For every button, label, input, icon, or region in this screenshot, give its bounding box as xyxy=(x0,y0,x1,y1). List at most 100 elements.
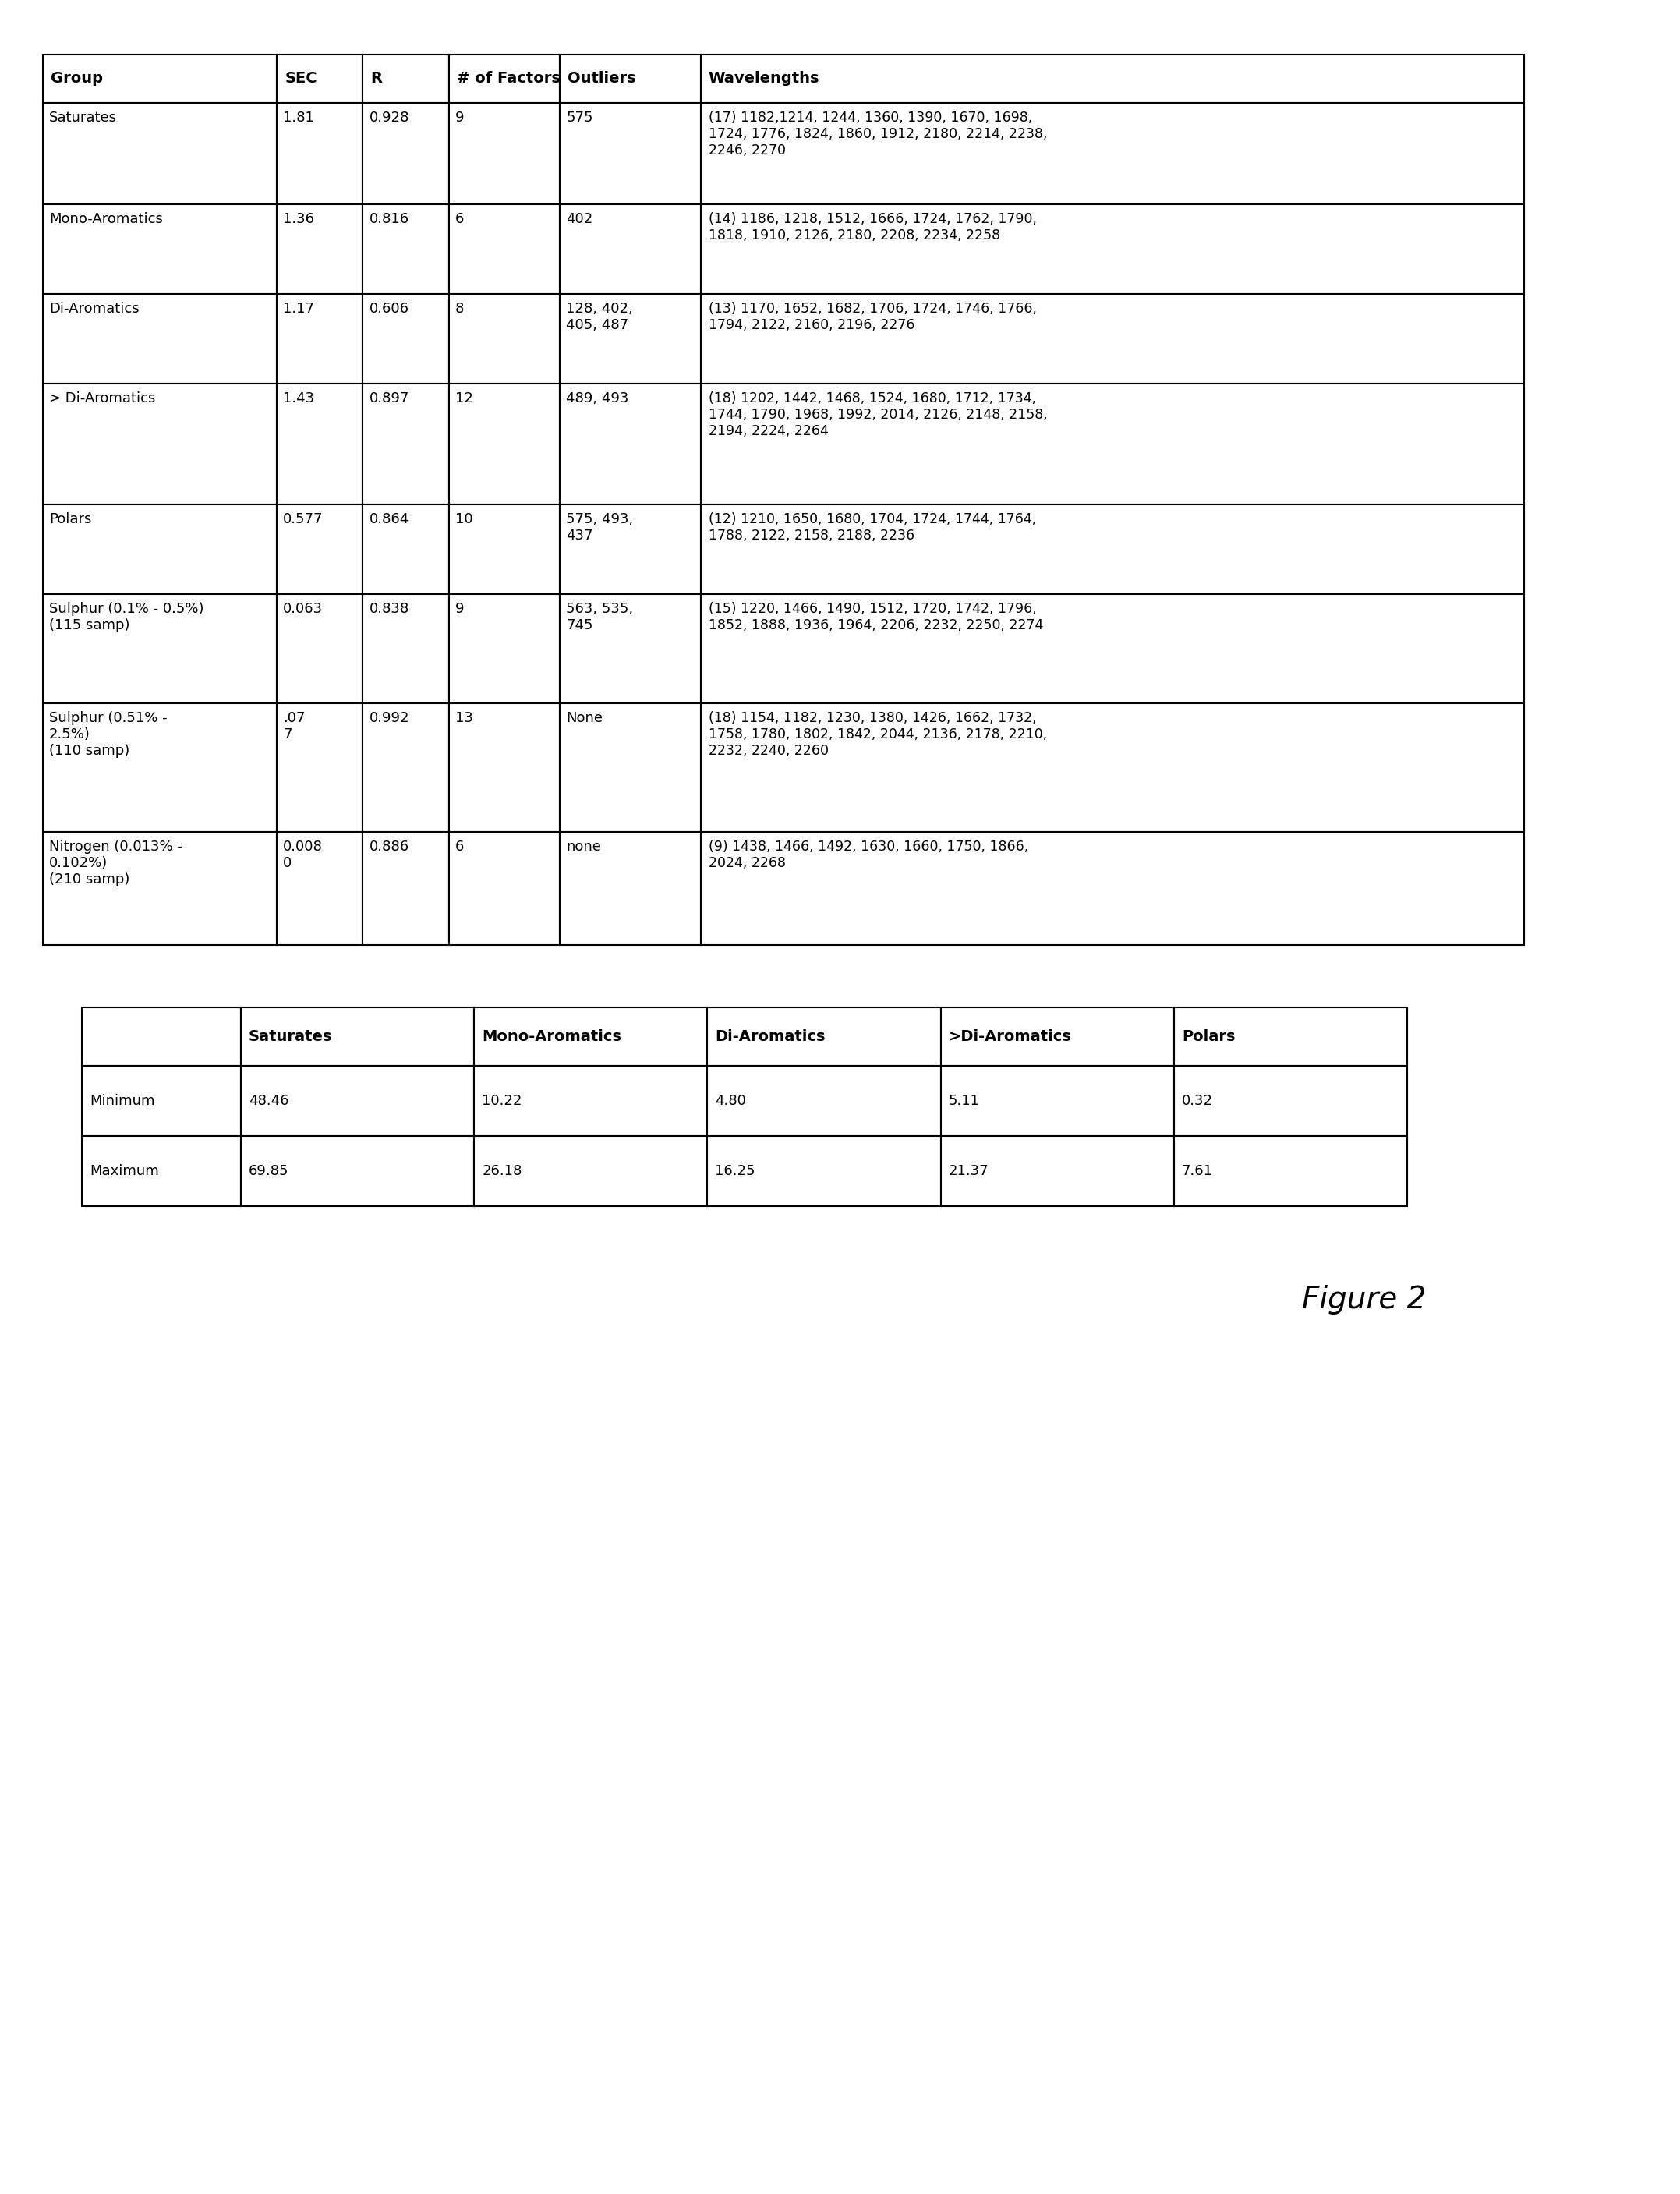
Text: 16.25: 16.25 xyxy=(716,1165,756,1178)
Text: Outliers: Outliers xyxy=(568,72,637,86)
Text: (15) 1220, 1466, 1490, 1512, 1720, 1742, 1796,
1852, 1888, 1936, 1964, 2206, 223: (15) 1220, 1466, 1490, 1512, 1720, 1742,… xyxy=(709,601,1043,632)
Bar xyxy=(701,103,1524,204)
Text: 10: 10 xyxy=(455,511,472,527)
Bar xyxy=(559,832,701,946)
Bar xyxy=(44,294,277,384)
Text: 12: 12 xyxy=(455,391,472,406)
Bar xyxy=(701,595,1524,704)
Text: Mono-Aromatics: Mono-Aromatics xyxy=(482,1029,622,1044)
Text: 21.37: 21.37 xyxy=(949,1165,990,1178)
Text: 13: 13 xyxy=(455,711,472,724)
Text: R: R xyxy=(371,72,383,86)
Bar xyxy=(559,204,701,294)
Bar xyxy=(449,294,559,384)
Bar xyxy=(449,832,559,946)
Bar xyxy=(44,55,277,103)
Bar xyxy=(363,204,449,294)
Text: Minimum: Minimum xyxy=(89,1095,155,1108)
Bar xyxy=(82,1066,240,1136)
Bar xyxy=(277,832,363,946)
Text: 0.928: 0.928 xyxy=(370,110,410,125)
Bar xyxy=(363,294,449,384)
Text: (18) 1154, 1182, 1230, 1380, 1426, 1662, 1732,
1758, 1780, 1802, 1842, 2044, 213: (18) 1154, 1182, 1230, 1380, 1426, 1662,… xyxy=(709,711,1047,757)
Bar xyxy=(82,1136,240,1207)
Bar xyxy=(44,505,277,595)
Text: 9: 9 xyxy=(455,110,464,125)
Text: (17) 1182,1214, 1244, 1360, 1390, 1670, 1698,
1724, 1776, 1824, 1860, 1912, 2180: (17) 1182,1214, 1244, 1360, 1390, 1670, … xyxy=(709,110,1047,158)
Text: 0.063: 0.063 xyxy=(284,601,323,617)
Bar xyxy=(277,55,363,103)
Bar xyxy=(559,595,701,704)
Bar xyxy=(363,832,449,946)
Bar xyxy=(707,1136,941,1207)
Bar xyxy=(363,384,449,505)
Text: Polars: Polars xyxy=(49,511,91,527)
Bar xyxy=(363,595,449,704)
Text: 0.886: 0.886 xyxy=(370,840,408,853)
Text: 0.577: 0.577 xyxy=(284,511,323,527)
Text: Sulphur (0.1% - 0.5%)
(115 samp): Sulphur (0.1% - 0.5%) (115 samp) xyxy=(49,601,203,632)
Bar xyxy=(449,55,559,103)
Text: (14) 1186, 1218, 1512, 1666, 1724, 1762, 1790,
1818, 1910, 2126, 2180, 2208, 223: (14) 1186, 1218, 1512, 1666, 1724, 1762,… xyxy=(709,213,1037,241)
Bar xyxy=(449,505,559,595)
Text: 0.606: 0.606 xyxy=(370,303,408,316)
Text: Sulphur (0.51% -
2.5%)
(110 samp): Sulphur (0.51% - 2.5%) (110 samp) xyxy=(49,711,168,757)
Bar xyxy=(277,595,363,704)
Bar xyxy=(449,103,559,204)
Bar xyxy=(277,704,363,832)
Text: 489, 493: 489, 493 xyxy=(566,391,628,406)
Text: 9: 9 xyxy=(455,601,464,617)
Text: 1.17: 1.17 xyxy=(284,303,314,316)
Bar xyxy=(363,55,449,103)
Text: 0.992: 0.992 xyxy=(370,711,410,724)
Text: 575, 493,
437: 575, 493, 437 xyxy=(566,511,633,542)
Text: 128, 402,
405, 487: 128, 402, 405, 487 xyxy=(566,303,633,331)
Bar xyxy=(363,704,449,832)
Text: > Di-Aromatics: > Di-Aromatics xyxy=(49,391,156,406)
Text: .07
7: .07 7 xyxy=(284,711,306,742)
Bar xyxy=(44,704,277,832)
Bar xyxy=(707,1007,941,1066)
Text: 563, 535,
745: 563, 535, 745 xyxy=(566,601,633,632)
Text: Di-Aromatics: Di-Aromatics xyxy=(716,1029,825,1044)
Text: 10.22: 10.22 xyxy=(482,1095,522,1108)
Text: 6: 6 xyxy=(455,213,464,226)
Text: # of Factors: # of Factors xyxy=(457,72,559,86)
Text: 0.897: 0.897 xyxy=(370,391,410,406)
Bar xyxy=(701,505,1524,595)
Bar xyxy=(559,55,701,103)
Bar xyxy=(701,704,1524,832)
Bar xyxy=(449,384,559,505)
Bar xyxy=(44,103,277,204)
Bar xyxy=(1174,1066,1408,1136)
Bar xyxy=(363,103,449,204)
Text: (18) 1202, 1442, 1468, 1524, 1680, 1712, 1734,
1744, 1790, 1968, 1992, 2014, 212: (18) 1202, 1442, 1468, 1524, 1680, 1712,… xyxy=(709,391,1047,439)
Bar xyxy=(44,204,277,294)
Text: 5.11: 5.11 xyxy=(949,1095,979,1108)
Bar xyxy=(559,384,701,505)
Bar xyxy=(240,1007,474,1066)
Bar xyxy=(474,1066,707,1136)
Bar xyxy=(1174,1136,1408,1207)
Bar xyxy=(277,204,363,294)
Bar xyxy=(44,384,277,505)
Text: Mono-Aromatics: Mono-Aromatics xyxy=(49,213,163,226)
Text: Nitrogen (0.013% -
0.102%)
(210 samp): Nitrogen (0.013% - 0.102%) (210 samp) xyxy=(49,840,183,886)
Text: 0.864: 0.864 xyxy=(370,511,408,527)
Bar xyxy=(474,1007,707,1066)
Text: 48.46: 48.46 xyxy=(249,1095,289,1108)
Text: 1.81: 1.81 xyxy=(284,110,314,125)
Bar xyxy=(701,55,1524,103)
Bar xyxy=(707,1066,941,1136)
Text: Polars: Polars xyxy=(1181,1029,1235,1044)
Bar xyxy=(701,204,1524,294)
Bar xyxy=(449,595,559,704)
Text: 402: 402 xyxy=(566,213,593,226)
Bar xyxy=(559,505,701,595)
Bar xyxy=(44,595,277,704)
Text: (13) 1170, 1652, 1682, 1706, 1724, 1746, 1766,
1794, 2122, 2160, 2196, 2276: (13) 1170, 1652, 1682, 1706, 1724, 1746,… xyxy=(709,303,1037,331)
Text: 26.18: 26.18 xyxy=(482,1165,522,1178)
Bar xyxy=(449,704,559,832)
Text: Wavelengths: Wavelengths xyxy=(709,72,820,86)
Text: 0.32: 0.32 xyxy=(1181,1095,1213,1108)
